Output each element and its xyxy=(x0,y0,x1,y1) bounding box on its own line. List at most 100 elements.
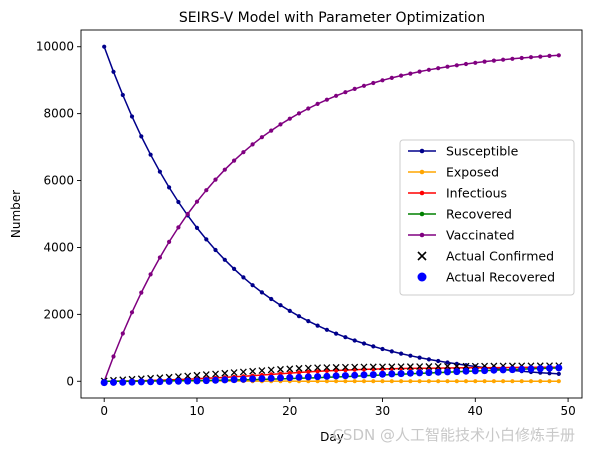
point-infectious xyxy=(315,369,320,374)
marker-actual-recovered xyxy=(221,376,229,384)
marker-actual-recovered xyxy=(471,367,479,375)
marker-actual-recovered xyxy=(267,374,275,382)
point-susceptible xyxy=(399,351,404,356)
point-susceptible xyxy=(111,69,116,74)
marker-actual-recovered xyxy=(406,369,414,377)
point-vaccinated xyxy=(129,310,135,315)
marker-actual-confirmed xyxy=(258,367,266,375)
point-exposed xyxy=(436,379,441,384)
marker-actual-confirmed xyxy=(304,364,312,372)
point-susceptible xyxy=(148,152,153,157)
marker-actual-confirmed xyxy=(379,363,386,371)
point-vaccinated xyxy=(352,86,357,91)
legend-label: Susceptible xyxy=(446,144,519,159)
x-tick-label: 0 xyxy=(100,404,108,418)
point-vaccinated xyxy=(232,158,237,163)
marker-actual-recovered xyxy=(323,372,331,380)
point-vaccinated xyxy=(556,53,561,58)
marker-actual-confirmed xyxy=(193,371,201,379)
point-vaccinated xyxy=(528,55,534,60)
legend-label: Actual Confirmed xyxy=(446,249,554,264)
point-infectious xyxy=(296,370,302,375)
point-susceptible xyxy=(361,341,367,346)
marker-actual-confirmed xyxy=(462,362,470,370)
point-vaccinated xyxy=(250,142,255,147)
marker-actual-confirmed xyxy=(239,368,247,376)
point-susceptible xyxy=(343,335,348,340)
marker-actual-confirmed xyxy=(286,365,294,373)
x-axis: 0 10 20 30 40 50 xyxy=(100,398,576,418)
point-vaccinated xyxy=(426,67,431,72)
point-vaccinated xyxy=(491,58,496,63)
point-exposed xyxy=(528,379,534,384)
plot-frame xyxy=(80,29,583,399)
scatter-actual-recovered xyxy=(100,364,563,387)
y-axis-label: Number xyxy=(9,190,23,238)
point-vaccinated xyxy=(139,290,144,295)
y-tick-label: 4000 xyxy=(43,240,74,254)
point-susceptible xyxy=(389,349,394,354)
marker-actual-confirmed xyxy=(221,369,229,377)
point-vaccinated xyxy=(361,83,367,88)
marker-actual-recovered xyxy=(536,365,544,373)
point-vaccinated xyxy=(538,54,543,59)
point-exposed xyxy=(408,379,413,384)
point-vaccinated xyxy=(445,64,450,69)
marker-actual-recovered xyxy=(137,378,145,386)
point-susceptible xyxy=(102,44,107,49)
marker-actual-recovered xyxy=(119,378,127,386)
point-susceptible xyxy=(315,323,320,328)
point-exposed xyxy=(445,379,450,384)
point-exposed xyxy=(324,379,329,384)
point-vaccinated xyxy=(194,199,200,204)
point-vaccinated xyxy=(111,354,116,359)
legend-swatch-marker xyxy=(419,211,425,217)
point-vaccinated xyxy=(463,61,469,67)
point-susceptible xyxy=(241,275,246,280)
point-vaccinated xyxy=(417,69,422,74)
legend-label: Recovered xyxy=(446,207,512,222)
point-vaccinated xyxy=(278,122,283,127)
marker-actual-confirmed xyxy=(212,370,219,378)
point-exposed xyxy=(343,379,348,384)
legend-label: Vaccinated xyxy=(446,228,515,243)
point-susceptible xyxy=(213,247,218,253)
point-susceptible xyxy=(222,257,227,262)
point-vaccinated xyxy=(519,55,524,61)
marker-actual-recovered xyxy=(490,366,498,374)
point-susceptible xyxy=(380,346,385,352)
point-vaccinated xyxy=(389,75,394,80)
x-tick-label: 10 xyxy=(189,404,204,418)
point-susceptible xyxy=(269,296,274,302)
point-vaccinated xyxy=(204,188,209,193)
marker-actual-recovered xyxy=(239,375,247,383)
point-susceptible xyxy=(120,92,125,98)
marker-actual-recovered xyxy=(369,371,377,379)
point-vaccinated xyxy=(241,150,246,155)
marker-actual-recovered xyxy=(193,377,201,385)
marker-actual-recovered xyxy=(527,365,535,373)
y-tick-label: 0 xyxy=(66,374,74,388)
point-vaccinated xyxy=(259,135,264,140)
point-infectious xyxy=(287,371,292,376)
marker-actual-recovered xyxy=(314,373,322,381)
marker-actual-recovered xyxy=(481,367,489,375)
marker-actual-recovered xyxy=(462,367,470,375)
point-susceptible xyxy=(408,353,413,358)
point-exposed xyxy=(389,379,394,384)
point-susceptible xyxy=(306,319,311,324)
point-vaccinated xyxy=(296,111,302,116)
marker-actual-confirmed xyxy=(444,362,451,370)
marker-actual-confirmed xyxy=(360,363,368,371)
point-vaccinated xyxy=(269,128,274,133)
point-susceptible xyxy=(417,355,422,360)
y-tick-label: 8000 xyxy=(43,107,74,121)
marker-actual-confirmed xyxy=(230,369,238,377)
marker-actual-recovered xyxy=(341,372,349,380)
legend-box xyxy=(399,139,575,296)
x-tick-label: 50 xyxy=(560,404,575,418)
point-exposed xyxy=(491,379,496,384)
marker-actual-recovered xyxy=(295,373,303,381)
marker-actual-recovered xyxy=(277,374,284,382)
marker-actual-recovered xyxy=(286,374,294,382)
